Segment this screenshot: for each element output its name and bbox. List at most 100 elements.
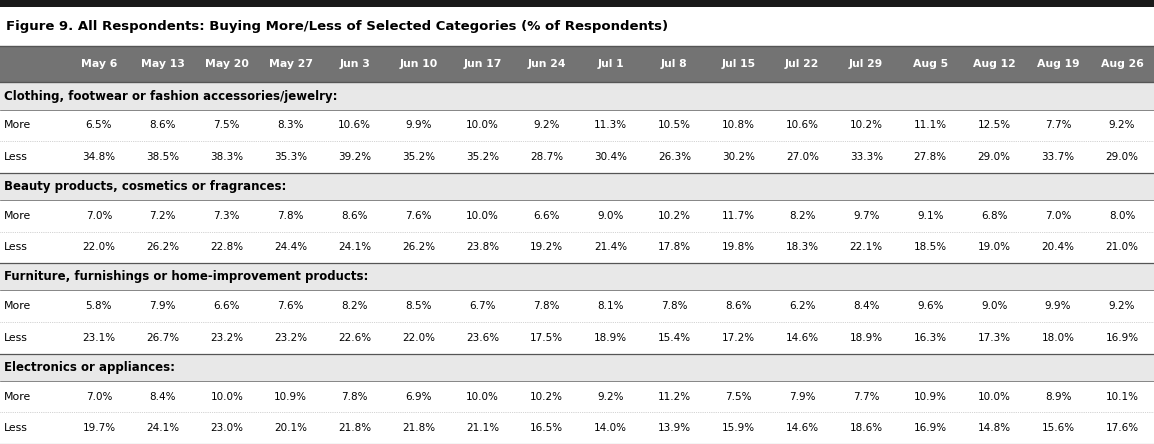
Bar bbox=[0, 353, 1154, 381]
Text: 16.9%: 16.9% bbox=[914, 423, 946, 433]
Text: 10.9%: 10.9% bbox=[275, 392, 307, 402]
Text: 9.2%: 9.2% bbox=[533, 120, 560, 131]
Text: Jul 22: Jul 22 bbox=[785, 59, 819, 69]
Text: 10.0%: 10.0% bbox=[977, 392, 1011, 402]
Text: 11.2%: 11.2% bbox=[658, 392, 691, 402]
Text: 17.8%: 17.8% bbox=[658, 242, 691, 253]
Text: 33.7%: 33.7% bbox=[1042, 152, 1074, 162]
Text: Aug 12: Aug 12 bbox=[973, 59, 1016, 69]
Text: 9.9%: 9.9% bbox=[405, 120, 432, 131]
Text: 8.4%: 8.4% bbox=[150, 392, 177, 402]
Text: 8.6%: 8.6% bbox=[342, 211, 368, 221]
Text: 14.6%: 14.6% bbox=[786, 423, 819, 433]
Text: 24.1%: 24.1% bbox=[147, 423, 179, 433]
Text: 18.9%: 18.9% bbox=[594, 333, 627, 343]
Text: 21.8%: 21.8% bbox=[402, 423, 435, 433]
Text: 23.6%: 23.6% bbox=[466, 333, 500, 343]
Text: 17.3%: 17.3% bbox=[977, 333, 1011, 343]
Text: 24.1%: 24.1% bbox=[338, 242, 372, 253]
Bar bbox=[0, 381, 1154, 412]
Text: 7.9%: 7.9% bbox=[150, 301, 177, 311]
Text: 10.0%: 10.0% bbox=[466, 392, 499, 402]
Text: 26.7%: 26.7% bbox=[147, 333, 179, 343]
Text: 9.1%: 9.1% bbox=[917, 211, 944, 221]
Text: 11.7%: 11.7% bbox=[721, 211, 755, 221]
Text: 7.7%: 7.7% bbox=[853, 392, 879, 402]
Text: 19.8%: 19.8% bbox=[721, 242, 755, 253]
Text: 26.2%: 26.2% bbox=[147, 242, 179, 253]
Text: 7.0%: 7.0% bbox=[1044, 211, 1071, 221]
Text: 22.6%: 22.6% bbox=[338, 333, 372, 343]
Text: 22.0%: 22.0% bbox=[82, 242, 115, 253]
Bar bbox=[0, 290, 1154, 322]
Text: 17.5%: 17.5% bbox=[530, 333, 563, 343]
Text: 28.7%: 28.7% bbox=[530, 152, 563, 162]
Text: 16.9%: 16.9% bbox=[1106, 333, 1139, 343]
Text: 8.6%: 8.6% bbox=[150, 120, 177, 131]
Text: 7.8%: 7.8% bbox=[661, 301, 688, 311]
Text: More: More bbox=[3, 392, 31, 402]
Text: 7.6%: 7.6% bbox=[405, 211, 432, 221]
Text: 18.9%: 18.9% bbox=[849, 333, 883, 343]
Text: 16.5%: 16.5% bbox=[530, 423, 563, 433]
Text: 38.3%: 38.3% bbox=[210, 152, 243, 162]
Text: 21.0%: 21.0% bbox=[1106, 242, 1139, 253]
Text: Jun 10: Jun 10 bbox=[399, 59, 437, 69]
Text: 38.5%: 38.5% bbox=[147, 152, 179, 162]
Bar bbox=[0, 232, 1154, 263]
Bar bbox=[0, 83, 1154, 110]
Text: 19.2%: 19.2% bbox=[530, 242, 563, 253]
Text: 7.8%: 7.8% bbox=[342, 392, 368, 402]
Text: 11.3%: 11.3% bbox=[594, 120, 627, 131]
Text: 9.0%: 9.0% bbox=[981, 301, 1007, 311]
Text: 35.3%: 35.3% bbox=[275, 152, 307, 162]
Text: 15.9%: 15.9% bbox=[721, 423, 755, 433]
Text: 6.9%: 6.9% bbox=[405, 392, 432, 402]
Text: 7.5%: 7.5% bbox=[213, 120, 240, 131]
Text: 34.8%: 34.8% bbox=[82, 152, 115, 162]
Text: 6.6%: 6.6% bbox=[213, 301, 240, 311]
Text: 7.8%: 7.8% bbox=[533, 301, 560, 311]
Text: 17.2%: 17.2% bbox=[721, 333, 755, 343]
Text: 7.2%: 7.2% bbox=[150, 211, 177, 221]
Text: 7.8%: 7.8% bbox=[277, 211, 304, 221]
Text: 8.2%: 8.2% bbox=[342, 301, 368, 311]
Text: 8.0%: 8.0% bbox=[1109, 211, 1136, 221]
Text: 18.0%: 18.0% bbox=[1042, 333, 1074, 343]
Text: 6.5%: 6.5% bbox=[85, 120, 112, 131]
Text: 7.0%: 7.0% bbox=[85, 211, 112, 221]
Text: 21.1%: 21.1% bbox=[466, 423, 500, 433]
Text: 7.6%: 7.6% bbox=[277, 301, 304, 311]
Text: 14.0%: 14.0% bbox=[594, 423, 627, 433]
Text: 27.0%: 27.0% bbox=[786, 152, 819, 162]
Text: 8.6%: 8.6% bbox=[725, 301, 751, 311]
Text: 33.3%: 33.3% bbox=[849, 152, 883, 162]
Text: 8.3%: 8.3% bbox=[277, 120, 304, 131]
Text: 9.0%: 9.0% bbox=[598, 211, 623, 221]
Text: Clothing, footwear or fashion accessories/jewelry:: Clothing, footwear or fashion accessorie… bbox=[3, 90, 337, 103]
Text: Furniture, furnishings or home-improvement products:: Furniture, furnishings or home-improveme… bbox=[3, 270, 368, 283]
Bar bbox=[0, 110, 1154, 141]
Text: 29.0%: 29.0% bbox=[977, 152, 1011, 162]
Text: Jun 17: Jun 17 bbox=[464, 59, 502, 69]
Text: 15.4%: 15.4% bbox=[658, 333, 691, 343]
Text: 19.7%: 19.7% bbox=[82, 423, 115, 433]
Text: 10.1%: 10.1% bbox=[1106, 392, 1139, 402]
Text: 7.0%: 7.0% bbox=[85, 392, 112, 402]
Text: 9.7%: 9.7% bbox=[853, 211, 879, 221]
Text: 10.6%: 10.6% bbox=[338, 120, 372, 131]
Text: 14.8%: 14.8% bbox=[977, 423, 1011, 433]
Text: Less: Less bbox=[3, 152, 28, 162]
Text: 23.1%: 23.1% bbox=[82, 333, 115, 343]
Text: May 20: May 20 bbox=[205, 59, 249, 69]
Text: More: More bbox=[3, 301, 31, 311]
Text: 10.2%: 10.2% bbox=[658, 211, 691, 221]
Text: Less: Less bbox=[3, 423, 28, 433]
Text: More: More bbox=[3, 211, 31, 221]
Text: More: More bbox=[3, 120, 31, 131]
Text: 19.0%: 19.0% bbox=[977, 242, 1011, 253]
Text: 26.2%: 26.2% bbox=[402, 242, 435, 253]
Text: Jun 3: Jun 3 bbox=[339, 59, 370, 69]
Text: 21.8%: 21.8% bbox=[338, 423, 372, 433]
Text: Jul 29: Jul 29 bbox=[849, 59, 883, 69]
